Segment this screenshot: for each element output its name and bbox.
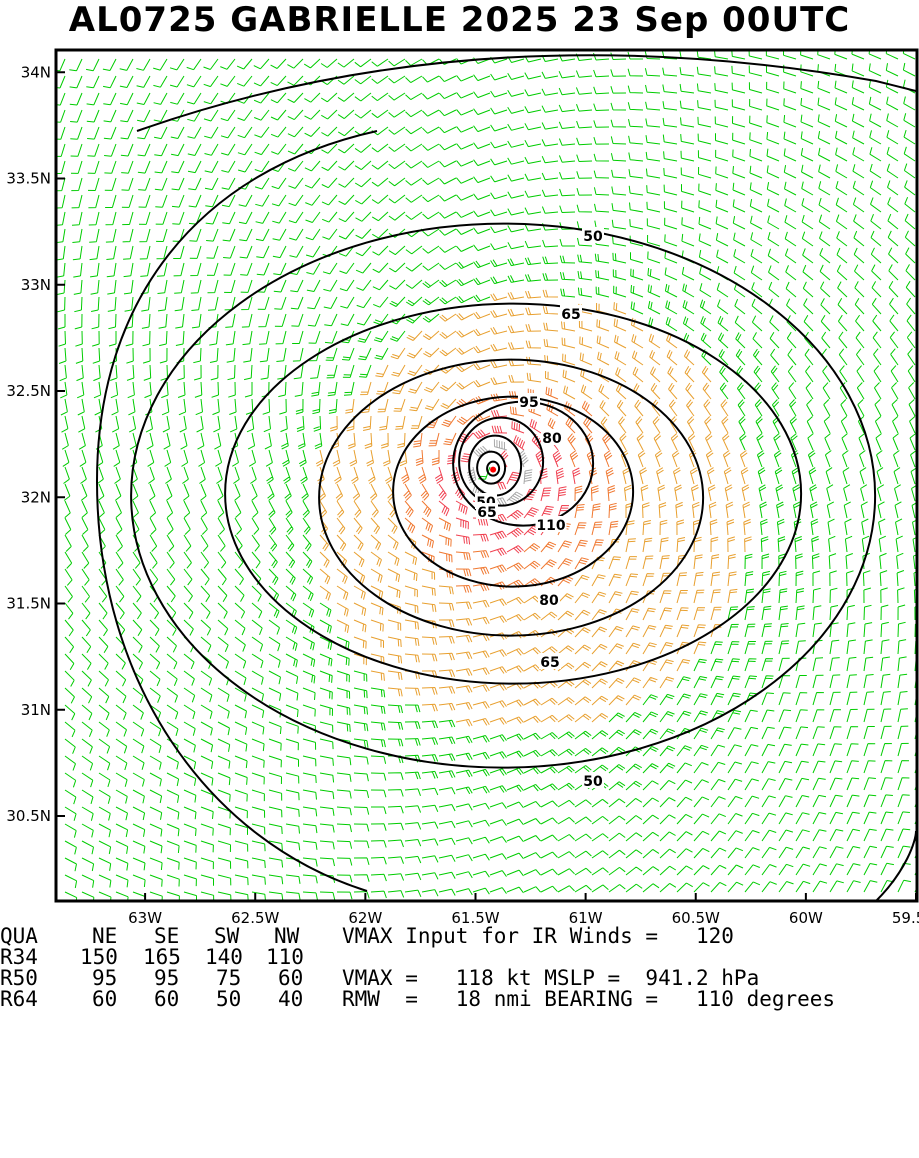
contour-line (458, 416, 545, 507)
cell-sw: 50 (216, 987, 242, 1011)
contour-label: 80 (542, 431, 562, 447)
contour-line (318, 358, 705, 637)
cell-se: 60 (154, 987, 180, 1011)
cell-nw: 60 (278, 966, 304, 990)
lon-tick-label: 63W (128, 909, 162, 926)
latitude-axis: 34N 33.5N 33N 32.5N 32N 31.5N 31N 30.5N (6, 63, 65, 825)
contour-line (476, 450, 507, 485)
table-row-r50: R50 95 95 75 60 VMAX = 118 kt MSLP = 941… (0, 966, 759, 1136)
contour-label: 95 (519, 395, 538, 411)
vmax-mslp-line: VMAX = 118 kt MSLP = 941.2 hPa (342, 966, 760, 990)
contour-label-bg (560, 305, 582, 321)
lat-tick-label: 33.5N (6, 170, 51, 188)
contour-label-bg (535, 516, 567, 532)
contour-labels: 506580951105065805065 (475, 227, 604, 790)
vmax-input-line: VMAX Input for IR Winds = 120 (342, 924, 734, 948)
wind-field-map: 506580951105065805065 63W62.5W62W61.5W61… (6, 48, 919, 926)
contour-line (392, 395, 635, 588)
row-label: R64 (0, 987, 38, 1011)
chart-title: AL0725 GABRIELLE 2025 23 Sep 00UTC (68, 0, 851, 40)
lon-tick-label: 59.5W (892, 909, 919, 926)
lat-tick-label: 33N (21, 276, 51, 294)
longitude-axis: 63W 62.5W 62W 61.5W 61W 60.5W 60W 59.5W (128, 893, 919, 926)
header-se: SE (154, 924, 180, 948)
cell-sw: 75 (216, 966, 242, 990)
header-nw: NW (274, 924, 300, 948)
map-frame (54, 48, 919, 903)
lat-tick-label: 32.5N (6, 382, 51, 400)
lat-tick-label: 34N (21, 63, 51, 81)
lat-tick-label: 32N (21, 488, 51, 506)
header-sw: SW (214, 924, 240, 948)
cell-ne: 150 (80, 945, 118, 969)
contour-label-bg (538, 591, 560, 607)
row-label: R34 (0, 945, 38, 969)
contour-line (452, 400, 595, 527)
rmw-bearing-line: RMW = 18 nmi BEARING = 110 degrees (342, 987, 836, 1011)
contour-label-bg (518, 393, 540, 409)
storm-center-marker (490, 466, 497, 473)
table-row-r34: R34 150 165 140 110 (0, 945, 304, 1094)
table-row-r64: R64 60 60 50 40 RMW = 18 nmi BEARING = 1… (0, 987, 835, 1157)
contour-line (224, 302, 803, 685)
cell-ne: 95 (92, 966, 118, 990)
contour-label-bg (582, 227, 604, 243)
row-label: R50 (0, 966, 38, 990)
cell-sw: 140 (205, 945, 243, 969)
cell-se: 165 (143, 945, 181, 969)
lat-tick-label: 30.5N (6, 807, 51, 825)
cell-se: 95 (154, 966, 180, 990)
contour-label: 50 (583, 774, 603, 790)
cell-nw: 40 (278, 987, 304, 1011)
table-header-row: QUA NE SE SW NW VMAX Input for IR Winds … (0, 924, 734, 1094)
cell-nw: 110 (266, 945, 304, 969)
contour-line (95, 130, 378, 892)
contour-label-bg (539, 653, 561, 669)
header-qua: QUA (0, 924, 38, 948)
lon-tick-label: 61W (569, 909, 603, 926)
contour-label-bg (476, 503, 498, 519)
contour-label: 50 (583, 229, 603, 245)
lat-tick-label: 31.5N (6, 595, 51, 613)
lon-tick-label: 62.5W (231, 909, 279, 926)
contour-line (136, 54, 916, 132)
lon-tick-label: 60.5W (672, 909, 720, 926)
contour-label: 80 (539, 593, 559, 609)
cell-ne: 60 (92, 987, 118, 1011)
contour-line (486, 460, 501, 477)
contour-label: 65 (540, 655, 559, 671)
header-ne: NE (92, 924, 118, 948)
contour-line (130, 222, 877, 769)
wind-contours (95, 54, 916, 901)
contour-label-bg (582, 772, 604, 788)
contour-label-bg (541, 429, 563, 445)
contour-label: 65 (561, 307, 580, 323)
radii-table: QUA NE SE SW NW VMAX Input for IR Winds … (0, 926, 919, 1014)
lon-tick-label: 61.5W (451, 909, 499, 926)
wind-barbs (57, 51, 916, 901)
lon-tick-label: 62W (348, 909, 382, 926)
barb-group (57, 51, 916, 901)
lon-tick-label: 60W (789, 909, 823, 926)
contour-label: 110 (536, 518, 565, 534)
contour-label: 65 (477, 505, 496, 521)
lat-tick-label: 31N (21, 701, 51, 719)
